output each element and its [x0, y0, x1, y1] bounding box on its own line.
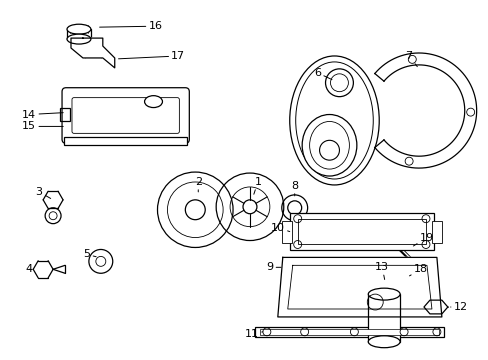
Ellipse shape: [367, 336, 399, 348]
Bar: [60, 108, 70, 121]
Bar: [297, 219, 425, 244]
FancyBboxPatch shape: [72, 98, 179, 133]
Text: 13: 13: [374, 262, 388, 279]
Text: 17: 17: [118, 51, 185, 61]
Ellipse shape: [67, 34, 91, 44]
Ellipse shape: [289, 56, 379, 185]
Circle shape: [319, 140, 339, 160]
Bar: [254, 327, 443, 337]
Text: 10: 10: [270, 222, 289, 233]
Bar: [281, 221, 291, 243]
Polygon shape: [71, 38, 115, 68]
Bar: [64, 137, 187, 145]
Bar: [431, 221, 441, 243]
Text: 3: 3: [36, 187, 51, 198]
Ellipse shape: [302, 114, 356, 176]
Ellipse shape: [144, 96, 162, 108]
Text: 19: 19: [412, 233, 433, 246]
Ellipse shape: [367, 288, 399, 300]
Bar: [260, 329, 438, 335]
Ellipse shape: [309, 121, 349, 169]
Ellipse shape: [295, 62, 372, 179]
Text: 14: 14: [22, 109, 63, 120]
Ellipse shape: [330, 74, 347, 92]
Text: 18: 18: [408, 264, 427, 276]
Bar: [367, 294, 399, 342]
Text: 15: 15: [22, 121, 63, 131]
Ellipse shape: [325, 69, 353, 96]
Ellipse shape: [67, 24, 91, 34]
Text: 8: 8: [290, 181, 298, 196]
Polygon shape: [277, 257, 441, 317]
Text: 7: 7: [405, 51, 416, 67]
Text: 16: 16: [100, 21, 162, 31]
Text: 11: 11: [244, 329, 263, 339]
Text: 12: 12: [450, 302, 467, 312]
Text: 6: 6: [313, 68, 331, 80]
Polygon shape: [423, 300, 447, 314]
Text: 2: 2: [194, 177, 202, 192]
Text: 4: 4: [25, 264, 33, 274]
Bar: [289, 213, 433, 251]
Text: 9: 9: [266, 262, 281, 272]
FancyBboxPatch shape: [62, 88, 189, 143]
Text: 1: 1: [253, 177, 261, 194]
Text: 5: 5: [83, 249, 96, 260]
